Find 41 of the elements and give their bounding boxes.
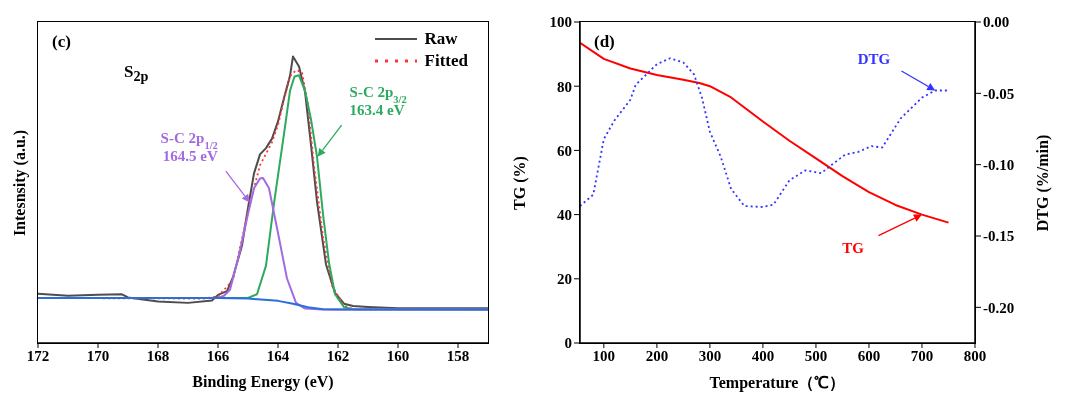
y-axis-title: TG (%) [511,155,528,210]
x-tick-label: 300 [698,347,722,364]
x-tick-label: 172 [26,347,50,364]
x-tick-label: 158 [446,347,470,364]
y-tick-label: 0 [564,335,572,352]
annotation: S-C 2p$_{1/2}$ 164.5 eV [160,129,218,164]
x-tick-label: 164 [266,347,290,364]
legend-label: Raw [424,28,458,50]
text: (d) [594,32,615,51]
x-tick-label: 166 [206,347,230,364]
y2-tick-label: -0.05 [983,85,1015,102]
x-axis-title: Binding Energy (eV) [192,373,334,390]
y2-tick-label: -0.10 [983,156,1015,173]
text: TG [842,239,865,256]
text: DTG [857,51,891,68]
y-tick-label: 60 [557,142,572,159]
annotation: S$_{2p}$ [124,62,149,85]
y-tick-label: 100 [549,14,572,31]
chart-title: (c) [52,32,71,51]
y-axis-title: Intesnsity (a.u.) [11,129,28,236]
x-tick-label: 500 [804,347,828,364]
legend-label: Fitted [424,50,468,72]
x-tick-label: 162 [326,347,350,364]
y-tick-label: 20 [557,271,572,288]
y-tick-label: 80 [557,78,572,95]
y2-axis-title: DTG (%/min) [1034,134,1051,231]
x-tick-label: 170 [86,347,110,364]
x-tick-label: 100 [592,347,616,364]
y2-tick-label: 0.00 [983,14,1010,31]
x-axis-title: Temperature（℃） [709,374,846,391]
x-tick-label: 700 [910,347,934,364]
x-tick-label: 400 [751,347,775,364]
y2-tick-label: -0.15 [983,228,1015,245]
x-tick-label: 168 [146,347,170,364]
x-tick-label: 160 [386,347,410,364]
annotation: S-C 2p$_{3/2}$ 163.4 eV [349,83,407,118]
x-tick-label: 600 [857,347,881,364]
y2-tick-label: -0.20 [983,299,1015,316]
y-tick-label: 40 [557,206,572,223]
x-tick-label: 800 [963,347,987,364]
x-tick-label: 200 [645,347,669,364]
